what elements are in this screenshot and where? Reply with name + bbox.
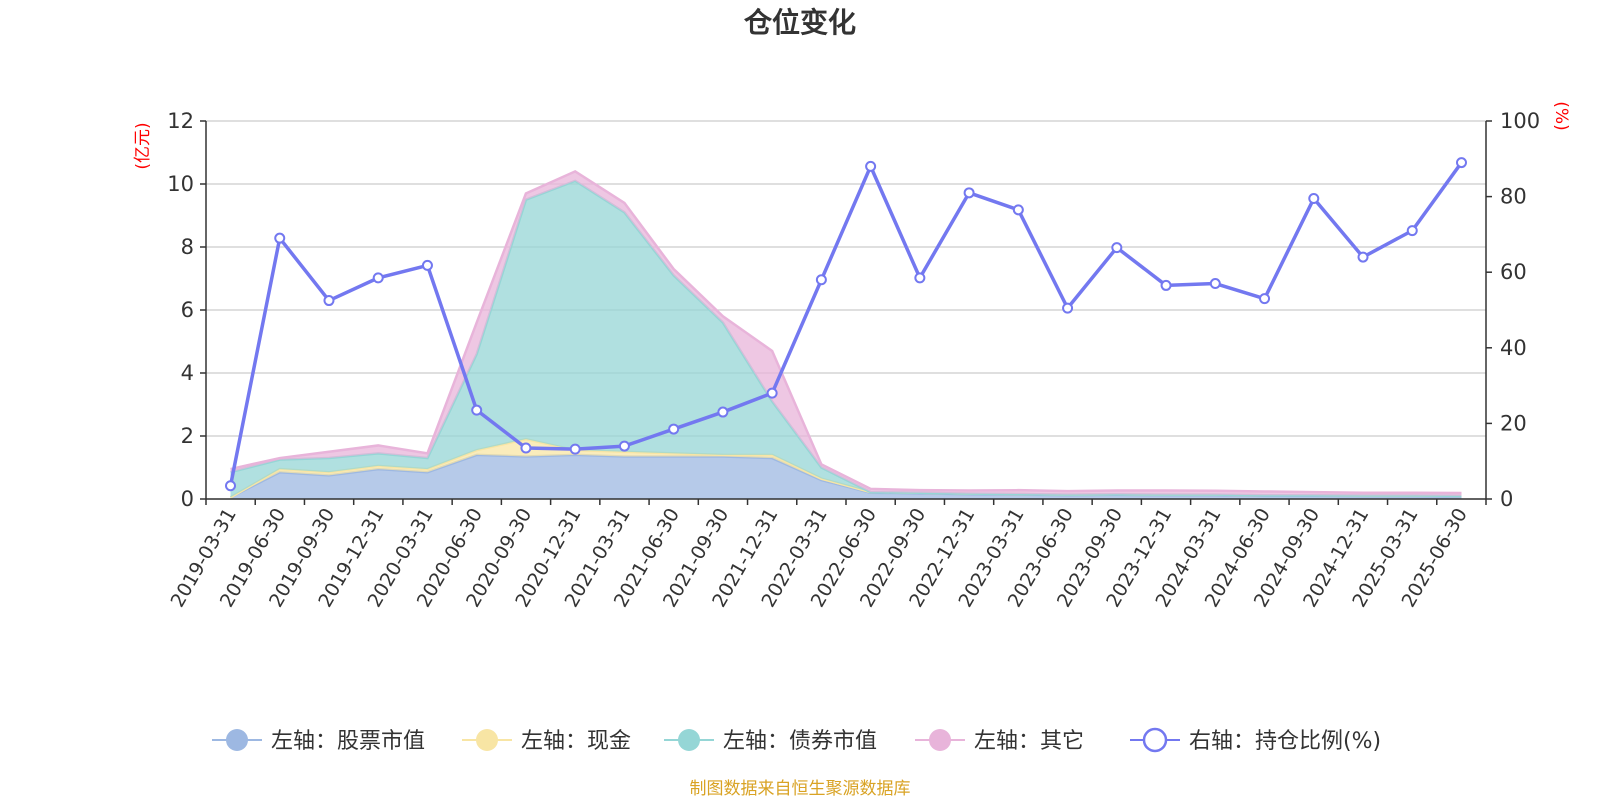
legend-marker-0: [226, 729, 248, 751]
ratio-point-2: [323, 295, 335, 307]
area-series-3: [230, 171, 1462, 496]
ratio-point-13: [865, 160, 877, 172]
left-axis-unit: (亿元): [133, 122, 153, 169]
ratio-point-4: [421, 259, 433, 271]
legend-marker-3: [929, 729, 951, 751]
ratio-point-3: [372, 272, 384, 284]
left-tick-label-5: 10: [167, 172, 194, 196]
legend-item-4[interactable]: 右轴：持仓比例(%): [1130, 727, 1381, 754]
right-tick-label-5: 100: [1500, 109, 1540, 133]
area-edge-2: [230, 179, 1462, 498]
ratio-point-1: [274, 232, 286, 244]
ratio-point-21: [1259, 293, 1271, 305]
right-tick-label-1: 20: [1500, 411, 1527, 435]
right-axis-unit: (%): [1551, 101, 1571, 130]
legend-marker-2: [678, 729, 700, 751]
ratio-point-17: [1062, 302, 1074, 314]
x-axis-ticks: 2019-03-312019-06-302019-09-302019-12-31…: [167, 499, 1487, 611]
area-series-2: [230, 180, 1462, 498]
legend-item-3[interactable]: 左轴：其它: [915, 729, 1084, 754]
data-source-note: 制图数据来自恒生聚源数据库: [690, 779, 911, 799]
ratio-point-5: [471, 404, 483, 416]
right-axis-ticks: 0 20 40 60 80 100: [1486, 109, 1540, 511]
ratio-point-7: [569, 443, 581, 455]
legend-item-1[interactable]: 左轴：现金: [462, 729, 631, 754]
ratio-point-19: [1160, 279, 1172, 291]
area-edge-3: [230, 169, 1462, 495]
stacked-areas: [229, 169, 1462, 499]
ratio-line-path: [228, 161, 1463, 487]
legend-label-0: 左轴：股票市值: [271, 729, 425, 754]
ratio-point-25: [1456, 157, 1467, 169]
ratio-point-23: [1357, 251, 1369, 263]
left-tick-label-6: 12: [167, 109, 194, 133]
right-tick-label-2: 40: [1500, 336, 1527, 360]
legend-label-4: 右轴：持仓比例(%): [1189, 729, 1381, 754]
grid-lines: [206, 120, 1486, 500]
area-series-1: [230, 439, 1462, 498]
left-tick-label-1: 2: [181, 424, 194, 448]
legend[interactable]: 左轴：股票市值 左轴：现金 左轴：债券市值 左轴：其它 右轴：持仓比例(%): [212, 727, 1381, 754]
left-tick-label-4: 8: [181, 235, 194, 259]
legend-marker-1: [476, 729, 498, 751]
legend-item-2[interactable]: 左轴：债券市值: [664, 729, 877, 754]
right-tick-label-0: 0: [1500, 487, 1513, 511]
ratio-point-16: [1012, 204, 1024, 216]
ratio-point-12: [815, 274, 827, 286]
ratio-point-10: [717, 406, 729, 418]
legend-marker-4: [1142, 727, 1168, 753]
ratio-point-6: [520, 442, 532, 454]
ratio-point-24: [1406, 225, 1418, 237]
left-tick-label-3: 6: [181, 298, 194, 322]
left-tick-label-0: 0: [181, 487, 194, 511]
ratio-point-22: [1308, 192, 1320, 204]
ratio-line-series: [225, 157, 1467, 492]
ratio-point-9: [668, 423, 680, 435]
legend-item-0[interactable]: 左轴：股票市值: [212, 729, 425, 754]
legend-label-3: 左轴：其它: [974, 729, 1084, 754]
right-tick-label-4: 80: [1500, 185, 1527, 209]
area-series-0: [230, 454, 1462, 499]
ratio-point-11: [766, 387, 778, 399]
ratio-point-14: [914, 272, 926, 284]
legend-label-2: 左轴：债券市值: [723, 729, 877, 754]
ratio-point-15: [963, 187, 975, 199]
ratio-point-8: [618, 440, 630, 452]
chart-title: 仓位变化: [744, 6, 856, 39]
ratio-point-20: [1209, 278, 1221, 290]
ratio-point-0: [225, 480, 236, 492]
legend-label-1: 左轴：现金: [521, 729, 631, 754]
left-tick-label-2: 4: [181, 361, 194, 385]
right-tick-label-3: 60: [1500, 260, 1527, 284]
left-axis-ticks: 0 2 4 6 8 10 12: [167, 109, 206, 511]
ratio-point-18: [1111, 242, 1123, 254]
